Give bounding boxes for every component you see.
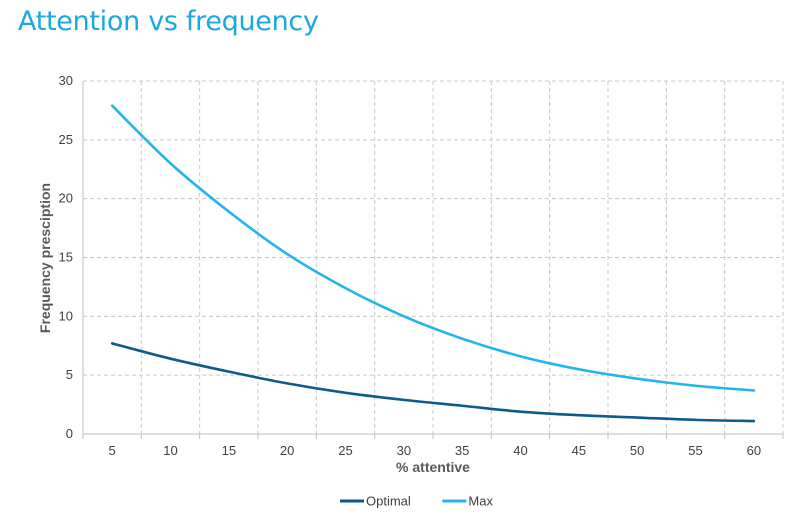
y-tick-label: 10 <box>59 308 73 323</box>
series-lines <box>110 104 756 423</box>
x-tick-label: 25 <box>338 443 352 458</box>
y-tick-label: 30 <box>59 73 73 88</box>
axes <box>82 81 784 439</box>
chart-title: Attention vs frequency <box>18 6 319 37</box>
x-tick-labels: 5 10 15 20 25 30 35 40 45 50 55 60 <box>109 443 762 458</box>
series-line-optimal <box>110 342 756 423</box>
x-tick-label: 55 <box>688 443 702 458</box>
x-tick-label: 60 <box>747 443 761 458</box>
y-tick-label: 25 <box>59 132 73 147</box>
x-tick-label: 40 <box>513 443 527 458</box>
legend: Optimal Max <box>340 494 493 509</box>
legend-label-max: Max <box>468 494 493 509</box>
y-tick-label: 20 <box>59 191 73 206</box>
x-tick-label: 45 <box>572 443 586 458</box>
x-tick-label: 15 <box>222 443 236 458</box>
y-tick-labels: 0 5 10 15 20 25 30 <box>59 73 73 441</box>
x-tick-label: 10 <box>163 443 177 458</box>
y-tick-label: 15 <box>59 250 73 265</box>
x-tick-label: 50 <box>630 443 644 458</box>
x-tick-label: 5 <box>109 443 116 458</box>
y-tick-label: 5 <box>66 367 73 382</box>
grid-lines <box>83 80 784 434</box>
series-line-max <box>110 104 756 392</box>
legend-label-optimal: Optimal <box>366 494 411 509</box>
y-axis-label: Frequency presciption <box>37 183 53 333</box>
y-tick-label: 0 <box>66 426 73 441</box>
x-tick-label: 30 <box>397 443 411 458</box>
x-tick-label: 20 <box>280 443 294 458</box>
x-tick-label: 35 <box>455 443 469 458</box>
x-axis-label: % attentive <box>396 459 470 475</box>
